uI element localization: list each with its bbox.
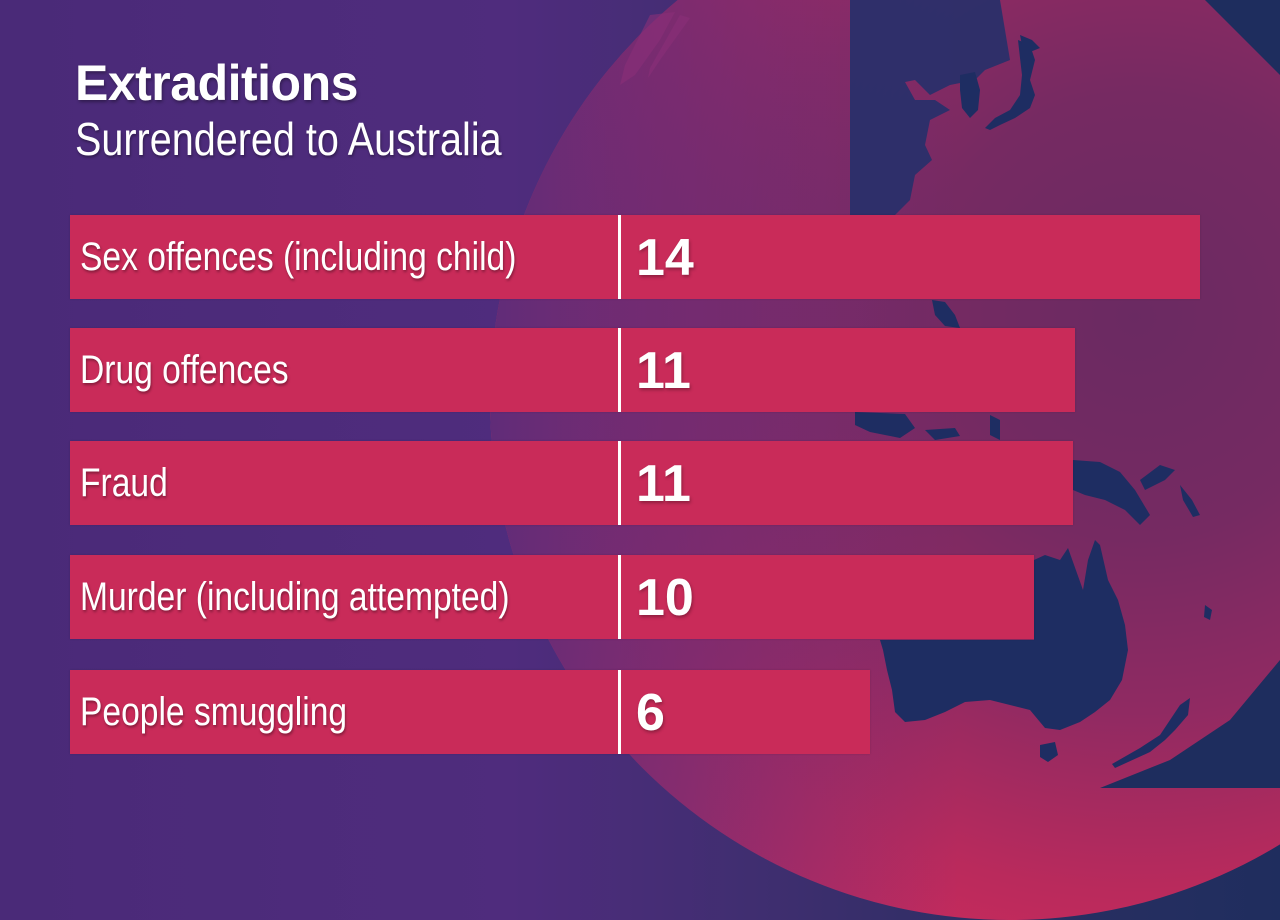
chart-subtitle: Surrendered to Australia: [75, 113, 502, 165]
bar-people-smuggling: People smuggling 6: [70, 670, 870, 754]
bar-fraud: Fraud 11: [70, 441, 1073, 525]
chart-title: Extraditions: [75, 55, 358, 111]
bar-drug-offences: Drug offences 11: [70, 328, 1075, 412]
bar-label: People smuggling: [80, 690, 348, 734]
bar-divider: [618, 215, 621, 299]
bar-label: Fraud: [80, 461, 168, 505]
bar-value: 11: [636, 455, 691, 513]
bar-label: Sex offences (including child): [80, 235, 517, 279]
bar-divider: [618, 555, 621, 639]
bar-label: Drug offences: [80, 348, 289, 392]
bar-divider: [618, 670, 621, 754]
title-block: Extraditions Surrendered to Australia: [75, 55, 571, 165]
bar-value: 6: [636, 684, 665, 742]
bar-divider: [618, 441, 621, 525]
bar-label: Murder (including attempted): [80, 575, 510, 619]
bar-value: 10: [636, 569, 694, 627]
bar-murder: Murder (including attempted) 10: [70, 555, 1034, 639]
bar-divider: [618, 328, 621, 412]
bar-value: 11: [636, 342, 691, 400]
bar-value: 14: [636, 229, 694, 287]
bar-sex-offences: Sex offences (including child) 14: [70, 215, 1200, 299]
